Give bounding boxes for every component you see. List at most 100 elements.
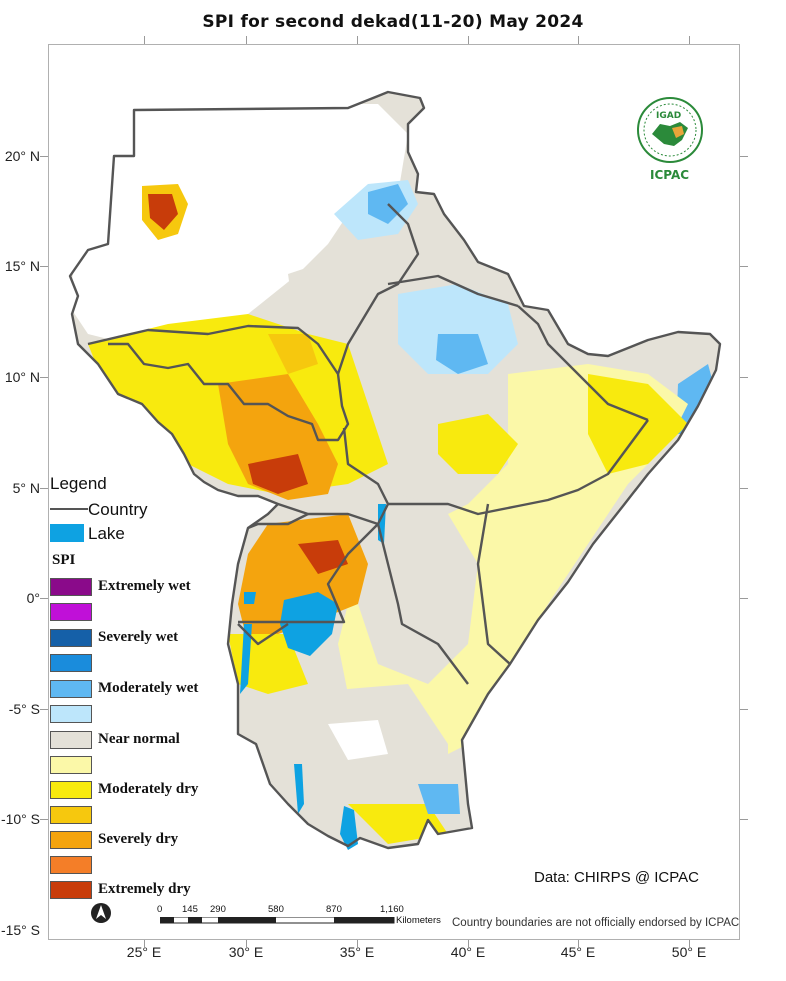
lat-label-0: 0° xyxy=(26,590,40,606)
spi-swatch-extremely-wet xyxy=(50,578,92,596)
lon-tick xyxy=(689,36,690,44)
nodata-tanzania xyxy=(328,720,388,760)
lat-tick xyxy=(740,488,748,489)
lon-tick xyxy=(689,940,690,948)
spi-label-extremely-wet: Extremely wet xyxy=(98,578,191,594)
spi-swatch-slightly-wet xyxy=(50,705,92,723)
lon-tick xyxy=(357,940,358,948)
lon-label-25e: 25° E xyxy=(126,944,162,960)
legend-country-label: Country xyxy=(88,500,148,519)
map-title: SPI for second dekad(11-20) May 2024 xyxy=(202,12,584,32)
logo-igad-text: IGAD xyxy=(656,111,682,121)
moderately-wet-ethiopia xyxy=(436,334,488,374)
extremely-dry-south-sudan xyxy=(248,454,308,494)
lat-label-10n: 10° N xyxy=(4,369,40,385)
dry-darfur xyxy=(268,334,318,374)
lon-label-40e: 40° E xyxy=(450,944,486,960)
moderately-dry-somalia xyxy=(588,374,688,474)
lat-tick xyxy=(740,156,748,157)
extremely-dry-uganda xyxy=(298,540,348,574)
spi-swatch-extremely-dry xyxy=(50,881,92,899)
lat-tick xyxy=(40,156,48,157)
map-frame xyxy=(48,44,740,940)
lon-tick xyxy=(357,36,358,44)
lat-tick xyxy=(40,819,48,820)
lake-albert xyxy=(244,592,256,604)
lat-tick xyxy=(40,266,48,267)
lake-rukwa xyxy=(294,764,304,814)
spi-swatch-severely-wet xyxy=(50,629,92,647)
legend-title: Legend xyxy=(50,474,107,493)
scale-tick-580: 580 xyxy=(268,904,284,915)
lon-label-30e: 30° E xyxy=(228,944,264,960)
lat-label-5s: -5° S xyxy=(8,701,40,717)
lon-tick xyxy=(468,940,469,948)
legend: Legend Country Lake SPI Extremely wet Se… xyxy=(48,474,288,914)
lon-label-35e: 35° E xyxy=(339,944,375,960)
spi-label-severely-wet: Severely wet xyxy=(98,629,179,645)
boundary-disclaimer: Country boundaries are not officially en… xyxy=(452,917,740,929)
lon-tick xyxy=(578,940,579,948)
lat-label-15s: -15° S xyxy=(0,922,40,938)
scale-tick-145: 145 xyxy=(182,904,198,915)
spi-label-severely-dry: Severely dry xyxy=(98,831,179,847)
lat-label-10s: -10° S xyxy=(0,811,40,827)
igad-icpac-logo: IGAD ICPAC xyxy=(630,94,710,186)
lat-tick xyxy=(740,709,748,710)
spi-map xyxy=(68,90,722,850)
lake-swatch xyxy=(50,524,84,542)
lat-tick xyxy=(740,598,748,599)
lon-tick xyxy=(246,36,247,44)
scale-tick-1160: 1,160 xyxy=(380,904,404,915)
lat-label-5n: 5° N xyxy=(12,480,40,496)
scale-tick-870: 870 xyxy=(326,904,342,915)
lat-label-15n: 15° N xyxy=(4,258,40,274)
lon-tick xyxy=(144,940,145,948)
wet-tanzania-south xyxy=(418,784,460,814)
severely-dry-south-sudan xyxy=(218,374,338,500)
lat-tick xyxy=(740,819,748,820)
spi-label-extremely-dry: Extremely dry xyxy=(98,881,191,897)
scale-tick-290: 290 xyxy=(210,904,226,915)
lake-victoria xyxy=(280,592,338,656)
spi-swatch-slightly-dry xyxy=(50,756,92,774)
country-line-swatch xyxy=(50,508,88,510)
spi-swatch-very-wet xyxy=(50,603,92,621)
wet-somalia-coast xyxy=(676,364,716,434)
legend-lake-label: Lake xyxy=(88,524,125,543)
igad-emblem-icon xyxy=(637,97,703,163)
moderately-wet-light-ethiopia xyxy=(398,284,518,374)
north-arrow-icon xyxy=(91,903,111,923)
logo-icpac-text: ICPAC xyxy=(650,168,690,182)
moderately-dry-ethiopia xyxy=(438,414,518,474)
lon-tick xyxy=(468,36,469,44)
spi-swatch-dry xyxy=(50,806,92,824)
lon-tick xyxy=(578,36,579,44)
lake-malawi xyxy=(340,806,358,850)
spi-swatch-wet xyxy=(50,654,92,672)
nodata-area-north xyxy=(70,104,408,344)
extremely-dry-patch-chad-border xyxy=(148,194,178,230)
lon-tick xyxy=(144,36,145,44)
lon-label-45e: 45° E xyxy=(560,944,596,960)
lat-label-20n: 20° N xyxy=(4,148,40,164)
spi-label-moderately-wet: Moderately wet xyxy=(98,680,199,696)
lat-tick xyxy=(40,598,48,599)
spi-label-moderately-dry: Moderately dry xyxy=(98,781,199,797)
near-normal-kenya xyxy=(358,514,478,684)
spi-swatch-near-normal xyxy=(50,731,92,749)
lat-tick xyxy=(40,488,48,489)
lake-tanganyika xyxy=(240,624,252,694)
scale-tick-0: 0 xyxy=(157,904,163,915)
scale-bar: 0 145 290 580 870 1,160 Kilometers xyxy=(157,904,460,934)
lat-tick xyxy=(40,377,48,378)
data-credit: Data: CHIRPS @ ICPAC xyxy=(534,869,699,886)
spi-label-near-normal: Near normal xyxy=(98,731,180,747)
spi-swatch-severely-dry xyxy=(50,831,92,849)
lat-tick xyxy=(740,266,748,267)
legend-spi-title: SPI xyxy=(52,552,76,568)
spi-swatch-moderately-wet xyxy=(50,680,92,698)
lon-label-50e: 50° E xyxy=(671,944,707,960)
spi-swatch-moderately-dry xyxy=(50,781,92,799)
lat-tick xyxy=(40,709,48,710)
